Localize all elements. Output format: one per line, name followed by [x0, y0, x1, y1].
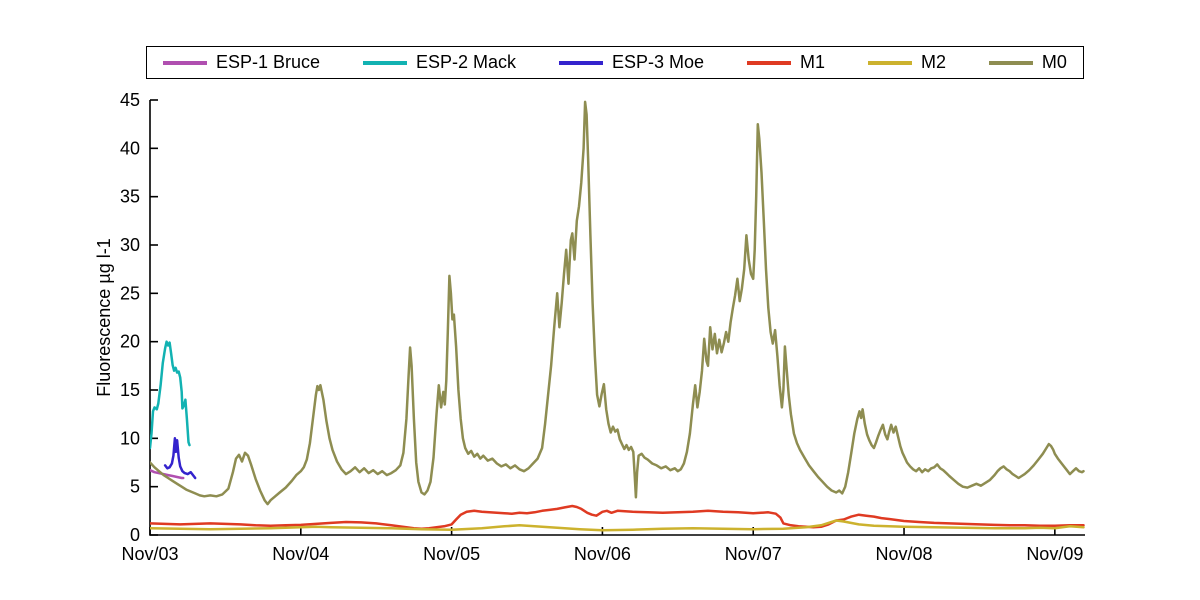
x-tick-label: Nov/09 [1026, 544, 1083, 564]
legend-item-m1: M1 [746, 52, 825, 73]
series-esp-3-moe [163, 437, 197, 480]
legend-item-m0: M0 [988, 52, 1067, 73]
x-tick-label: Nov/08 [876, 544, 933, 564]
legend-item-m2: M2 [867, 52, 946, 73]
legend-swatch-m1 [746, 60, 791, 65]
y-tick-label: 45 [120, 90, 140, 110]
series-esp-1-bruce [150, 468, 185, 480]
y-tick-label: 40 [120, 138, 140, 158]
x-tick-label: Nov/03 [121, 544, 178, 564]
legend-label-esp-2-mack: ESP-2 Mack [416, 52, 517, 72]
x-tick-label: Nov/04 [272, 544, 329, 564]
series-m1 [150, 504, 1085, 530]
legend-label-m1: M1 [799, 52, 825, 72]
legend-label-esp-3-moe: ESP-3 Moe [611, 52, 705, 72]
series-m0 [150, 100, 1085, 506]
y-tick-label: 30 [120, 235, 140, 255]
legend-label-m2: M2 [920, 52, 946, 72]
legend-swatch-m2 [867, 60, 912, 65]
legend-item-esp-3-moe: ESP-3 Moe [558, 52, 705, 73]
y-tick-label: 10 [120, 428, 140, 448]
series-esp-2-mack [150, 340, 191, 450]
axes: 0 5 10 15 20 25 30 35 40 45 Nov/03 Nov/04 Nov/05 Nov/… [120, 90, 1085, 564]
x-tick-label: Nov/05 [423, 544, 480, 564]
legend-label-esp-1-bruce: ESP-1 Bruce [216, 52, 321, 72]
legend-item-esp-1-bruce: ESP-1 Bruce [163, 52, 320, 73]
legend-swatch-esp-2-mack [363, 60, 407, 65]
y-tick-label: 35 [120, 187, 140, 207]
legend: ESP-1 Bruce ESP-2 Mack ESP-3 Moe M1 M2 M0 [146, 46, 1084, 79]
y-tick-label: 20 [120, 332, 140, 352]
y-axis-label: Fluorescence µg l-1 [94, 238, 114, 396]
y-tick-label: 5 [130, 477, 140, 497]
x-tick-label: Nov/07 [725, 544, 782, 564]
y-tick-label: 15 [120, 380, 140, 400]
y-tick-label: 25 [120, 283, 140, 303]
series-group [150, 100, 1085, 532]
legend-swatch-esp-1-bruce [163, 60, 207, 65]
legend-swatch-esp-3-moe [558, 60, 603, 65]
legend-label-m0: M0 [1041, 52, 1067, 72]
series-m2 [150, 519, 1085, 532]
x-tick-label: Nov/06 [574, 544, 631, 564]
y-tick-label: 0 [130, 525, 140, 545]
legend-swatch-m0 [988, 60, 1033, 65]
legend-item-esp-2-mack: ESP-2 Mack [363, 52, 516, 73]
